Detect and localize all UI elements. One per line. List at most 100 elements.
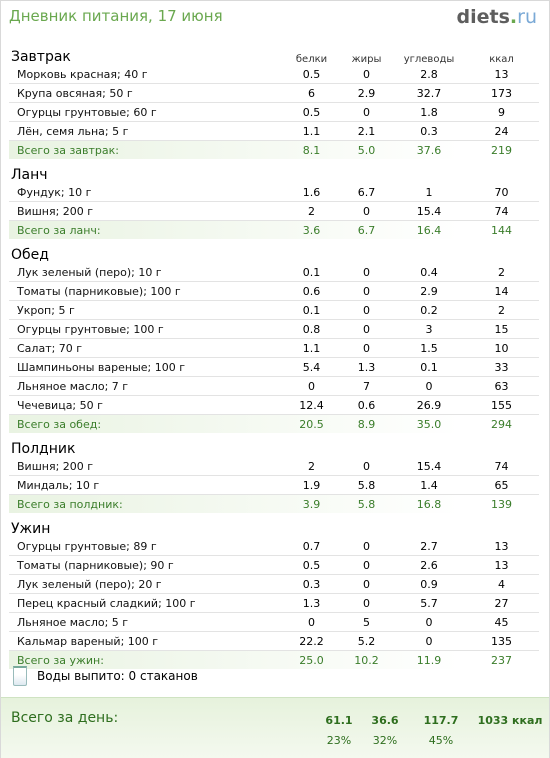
food-name: Огурцы грунтовые; 89 г bbox=[17, 539, 157, 553]
food-row[interactable]: Огурцы грунтовые; 100 г 0.8 0 3 15 bbox=[9, 320, 539, 339]
glass-icon[interactable] bbox=[13, 666, 27, 686]
food-kcal: 10 bbox=[494, 341, 509, 355]
food-protein: 0.8 bbox=[302, 322, 321, 336]
food-protein: 1.9 bbox=[302, 478, 321, 492]
meal-total-protein: 25.0 bbox=[299, 653, 324, 667]
food-fat: 2.9 bbox=[357, 86, 376, 100]
food-protein: 1.1 bbox=[302, 124, 321, 138]
food-name: Лук зеленый (перо); 20 г bbox=[17, 577, 162, 591]
food-carbs: 0.1 bbox=[420, 360, 438, 374]
food-row[interactable]: Миндаль; 10 г 1.9 5.8 1.4 65 bbox=[9, 476, 539, 495]
day-total-fat: 36.6 bbox=[371, 714, 399, 727]
food-row[interactable]: Лук зеленый (перо); 20 г 0.3 0 0.9 4 bbox=[9, 575, 539, 594]
food-carbs: 0 bbox=[425, 634, 433, 648]
food-carbs: 15.4 bbox=[416, 459, 442, 473]
meal-name: Ланч bbox=[11, 167, 48, 183]
food-protein: 0.1 bbox=[302, 303, 321, 317]
day-percent-carbs: 45% bbox=[428, 734, 454, 747]
food-row[interactable]: Вишня; 200 г 2 0 15.4 74 bbox=[9, 457, 539, 476]
meal-total-kcal: 144 bbox=[491, 223, 512, 237]
food-row[interactable]: Салат; 70 г 1.1 0 1.5 10 bbox=[9, 339, 539, 358]
food-fat: 6.7 bbox=[357, 185, 376, 199]
food-kcal: 63 bbox=[494, 379, 509, 393]
food-protein: 0.6 bbox=[302, 284, 321, 298]
food-kcal: 13 bbox=[494, 539, 509, 553]
food-carbs: 1.4 bbox=[420, 478, 438, 492]
column-header-protein: белки bbox=[295, 54, 328, 65]
food-kcal: 74 bbox=[494, 459, 509, 473]
food-kcal: 65 bbox=[494, 478, 509, 492]
food-fat: 5 bbox=[363, 615, 370, 629]
food-row[interactable]: Крупа овсяная; 50 г 6 2.9 32.7 173 bbox=[9, 84, 539, 103]
food-carbs: 0 bbox=[425, 379, 433, 393]
food-row[interactable]: Огурцы грунтовые; 60 г 0.5 0 1.8 9 bbox=[9, 103, 539, 122]
food-name: Огурцы грунтовые; 100 г bbox=[17, 322, 164, 336]
meal-total-carbs: 16.8 bbox=[416, 497, 442, 511]
food-name: Вишня; 200 г bbox=[17, 204, 94, 218]
meal-total-kcal: 237 bbox=[491, 653, 512, 667]
food-row[interactable]: Лук зеленый (перо); 10 г 0.1 0 0.4 2 bbox=[9, 263, 539, 282]
food-carbs: 0.3 bbox=[420, 124, 438, 138]
food-row[interactable]: Томаты (парниковые); 100 г 0.6 0 2.9 14 bbox=[9, 282, 539, 301]
meal-section: Завтрак белки жиры углеводы ккал Морковь крас… bbox=[9, 45, 539, 163]
food-name: Миндаль; 10 г bbox=[17, 478, 100, 492]
meal-header: Ланч bbox=[9, 163, 539, 183]
day-total-label: Всего за день: bbox=[11, 710, 119, 726]
food-row[interactable]: Перец красный сладкий; 100 г 1.3 0 5.7 27 bbox=[9, 594, 539, 613]
food-carbs: 0 bbox=[425, 615, 433, 629]
food-fat: 0 bbox=[363, 303, 370, 317]
food-fat: 1.3 bbox=[357, 360, 376, 374]
food-row[interactable]: Лён, семя льна; 5 г 1.1 2.1 0.3 24 bbox=[9, 122, 539, 141]
food-row[interactable]: Фундук; 10 г 1.6 6.7 1 70 bbox=[9, 183, 539, 202]
food-kcal: 173 bbox=[491, 86, 512, 100]
site-logo[interactable]: diets.ru bbox=[457, 6, 537, 28]
meal-total-label: Всего за обед: bbox=[17, 417, 102, 431]
meal-section: Ланч Фундук; 10 г 1.6 6.7 1 70 Вишня; 200 г 2 0 1… bbox=[9, 163, 539, 243]
meal-header: Ужин bbox=[9, 517, 539, 537]
food-fat: 0 bbox=[363, 577, 370, 591]
day-percent-fat: 32% bbox=[372, 734, 398, 747]
food-kcal: 27 bbox=[494, 596, 509, 610]
food-carbs: 2.8 bbox=[420, 67, 438, 81]
food-row[interactable]: Огурцы грунтовые; 89 г 0.7 0 2.7 13 bbox=[9, 537, 539, 556]
meal-total-kcal: 139 bbox=[491, 497, 512, 511]
food-kcal: 70 bbox=[494, 185, 509, 199]
food-fat: 0 bbox=[363, 459, 370, 473]
food-kcal: 4 bbox=[498, 577, 505, 591]
food-name: Вишня; 200 г bbox=[17, 459, 94, 473]
meal-total-fat: 8.9 bbox=[357, 417, 376, 431]
food-row[interactable]: Шампиньоны вареные; 100 г 5.4 1.3 0.1 33 bbox=[9, 358, 539, 377]
food-kcal: 74 bbox=[494, 204, 509, 218]
food-carbs: 1.5 bbox=[420, 341, 438, 355]
column-header-kcal: ккал bbox=[489, 54, 514, 65]
food-name: Льняное масло; 5 г bbox=[17, 615, 129, 629]
food-protein: 22.2 bbox=[299, 634, 324, 648]
food-name: Крупа овсяная; 50 г bbox=[17, 86, 133, 100]
food-row[interactable]: Льняное масло; 7 г 0 7 0 63 bbox=[9, 377, 539, 396]
food-kcal: 24 bbox=[494, 124, 509, 138]
food-fat: 0 bbox=[363, 558, 370, 572]
meal-total-kcal: 219 bbox=[491, 143, 512, 157]
food-row[interactable]: Льняное масло; 5 г 0 5 0 45 bbox=[9, 613, 539, 632]
food-name: Фундук; 10 г bbox=[17, 185, 92, 199]
food-protein: 0.5 bbox=[302, 105, 321, 119]
food-carbs: 0.2 bbox=[420, 303, 438, 317]
food-row[interactable]: Укроп; 5 г 0.1 0 0.2 2 bbox=[9, 301, 539, 320]
food-row[interactable]: Кальмар вареный; 100 г 22.2 5.2 0 135 bbox=[9, 632, 539, 651]
food-name: Льняное масло; 7 г bbox=[17, 379, 129, 393]
food-row[interactable]: Морковь красная; 40 г 0.5 0 2.8 13 bbox=[9, 65, 539, 84]
food-fat: 0 bbox=[363, 67, 370, 81]
food-row[interactable]: Вишня; 200 г 2 0 15.4 74 bbox=[9, 202, 539, 221]
meal-name: Ужин bbox=[11, 521, 51, 537]
meal-total-label: Всего за ужин: bbox=[17, 653, 104, 667]
meal-section: Полдник Вишня; 200 г 2 0 15.4 74 Миндаль; 10 г… bbox=[9, 437, 539, 517]
food-fat: 0 bbox=[363, 341, 370, 355]
meal-total-label: Всего за завтрак: bbox=[17, 143, 120, 157]
food-row[interactable]: Чечевица; 50 г 12.4 0.6 26.9 155 bbox=[9, 396, 539, 415]
meal-total-carbs: 37.6 bbox=[416, 143, 442, 157]
food-kcal: 13 bbox=[494, 67, 509, 81]
meal-total-carbs: 35.0 bbox=[416, 417, 442, 431]
food-protein: 0.5 bbox=[302, 67, 321, 81]
food-row[interactable]: Томаты (парниковые); 90 г 0.5 0 2.6 13 bbox=[9, 556, 539, 575]
